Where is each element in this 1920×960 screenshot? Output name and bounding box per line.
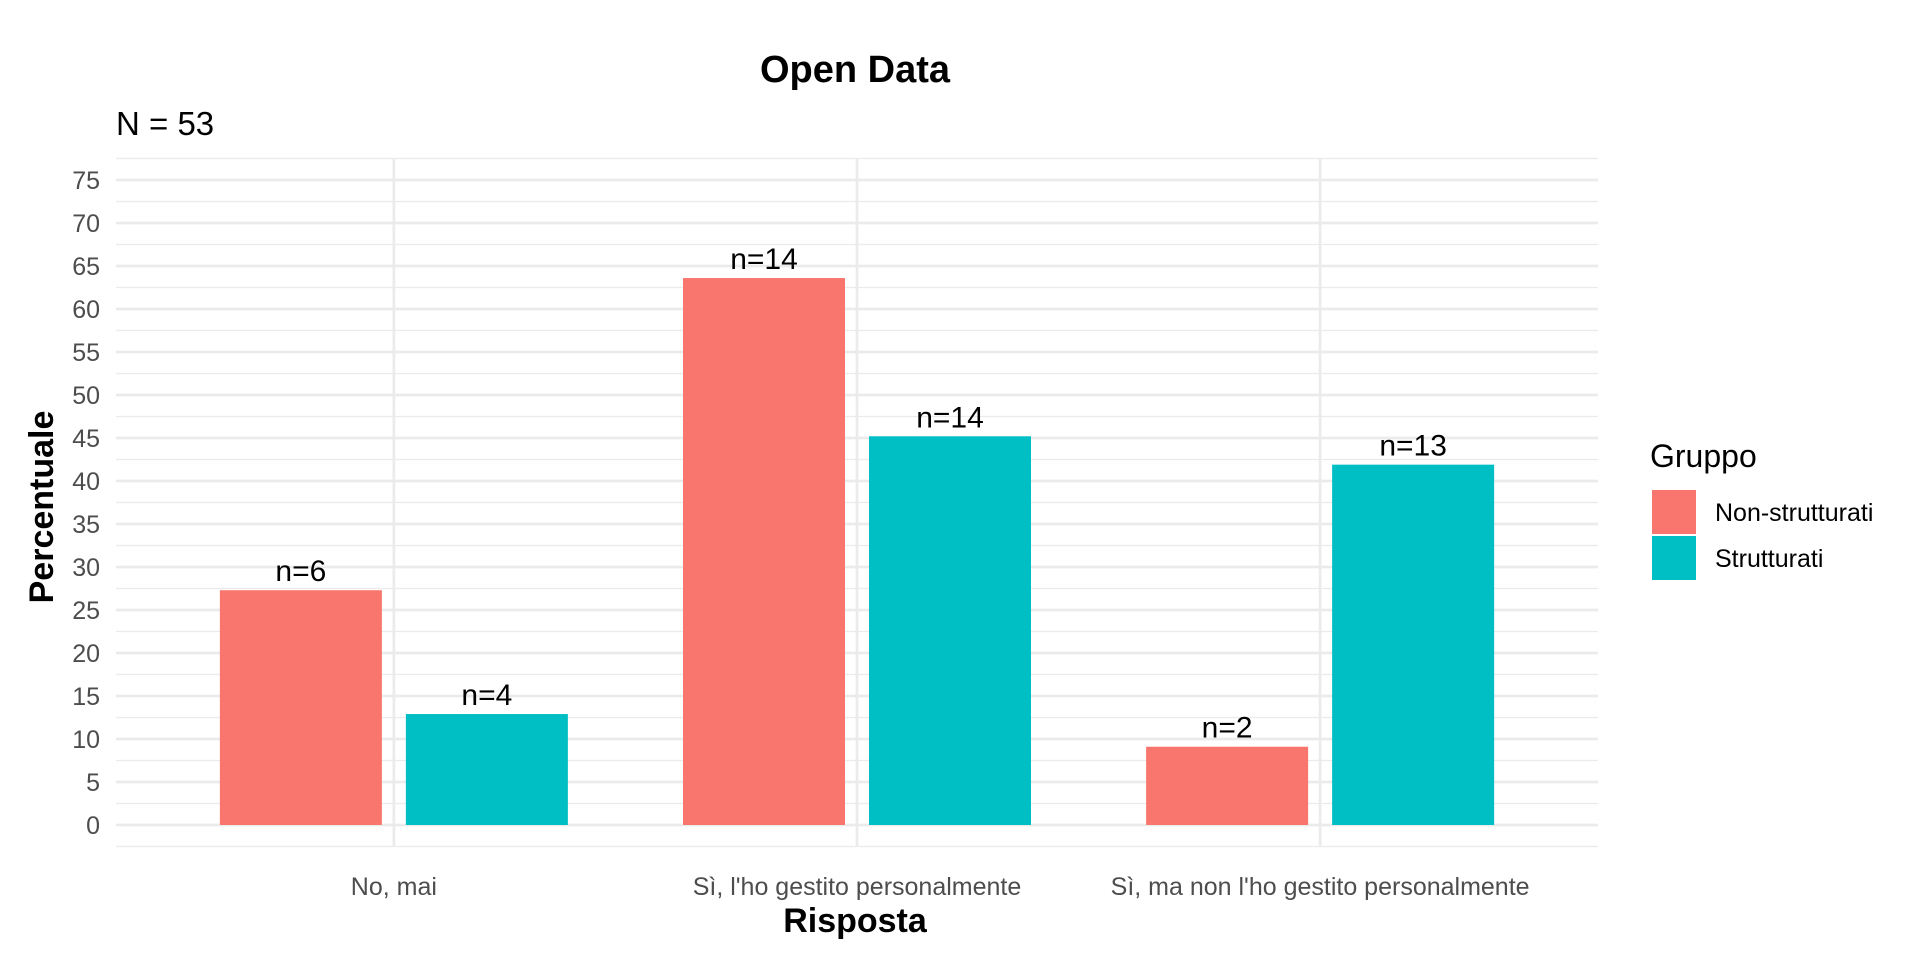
- y-tick-label: 60: [72, 296, 100, 324]
- bar: [869, 436, 1031, 825]
- legend-title: Gruppo: [1650, 438, 1757, 474]
- y-tick-label: 75: [72, 167, 100, 195]
- y-tick-label: 5: [86, 769, 100, 797]
- y-tick-label: 65: [72, 253, 100, 281]
- bar-labels: n=6 n=14 n=2 n=4 n=14 n=13: [275, 243, 1446, 745]
- bar: [1332, 464, 1495, 825]
- legend-swatch: [1652, 490, 1696, 534]
- bar-data-label: n=4: [461, 679, 512, 712]
- x-tick-label: Sì, ma non l'ho gestito personalmente: [1111, 873, 1530, 901]
- bar-data-label: n=2: [1202, 712, 1253, 745]
- y-tick-label: 30: [72, 554, 100, 582]
- y-axis-title: Percentuale: [23, 411, 61, 604]
- x-tick-label: Sì, l'ho gestito personalmente: [693, 873, 1022, 901]
- chart-subtitle: N = 53: [116, 105, 214, 142]
- y-tick-label: 45: [72, 425, 100, 453]
- bar: [1146, 746, 1309, 825]
- y-tick-label: 55: [72, 339, 100, 367]
- legend-label: Strutturati: [1715, 545, 1823, 573]
- y-tick-label: 0: [86, 812, 100, 840]
- legend: Gruppo Non-strutturati Strutturati: [1650, 438, 1873, 580]
- bar: [219, 590, 382, 825]
- x-tick-label: No, mai: [351, 873, 437, 901]
- y-axis-ticks: 0 5 10 15 20 25 30 35 40 45 50 55 60 65 70 75: [72, 167, 100, 840]
- bar: [405, 714, 568, 825]
- y-tick-label: 20: [72, 640, 100, 668]
- y-tick-label: 15: [72, 683, 100, 711]
- bar-data-label: n=14: [730, 243, 798, 276]
- chart-title: Open Data: [760, 49, 951, 91]
- bar: [683, 278, 845, 825]
- bar-data-label: n=14: [916, 401, 984, 434]
- x-axis-title: Risposta: [783, 902, 928, 940]
- y-tick-label: 50: [72, 382, 100, 410]
- y-tick-label: 10: [72, 726, 100, 754]
- bar-data-label: n=6: [275, 555, 326, 588]
- y-tick-label: 25: [72, 597, 100, 625]
- x-axis-ticks: No, mai Sì, l'ho gestito personalmente Sì,…: [351, 873, 1530, 901]
- y-tick-label: 70: [72, 210, 100, 238]
- bar-data-label: n=13: [1379, 430, 1447, 463]
- y-tick-label: 35: [72, 511, 100, 539]
- y-tick-label: 40: [72, 468, 100, 496]
- legend-swatch: [1652, 536, 1696, 580]
- bars: [219, 278, 1495, 825]
- legend-label: Non-strutturati: [1715, 499, 1873, 527]
